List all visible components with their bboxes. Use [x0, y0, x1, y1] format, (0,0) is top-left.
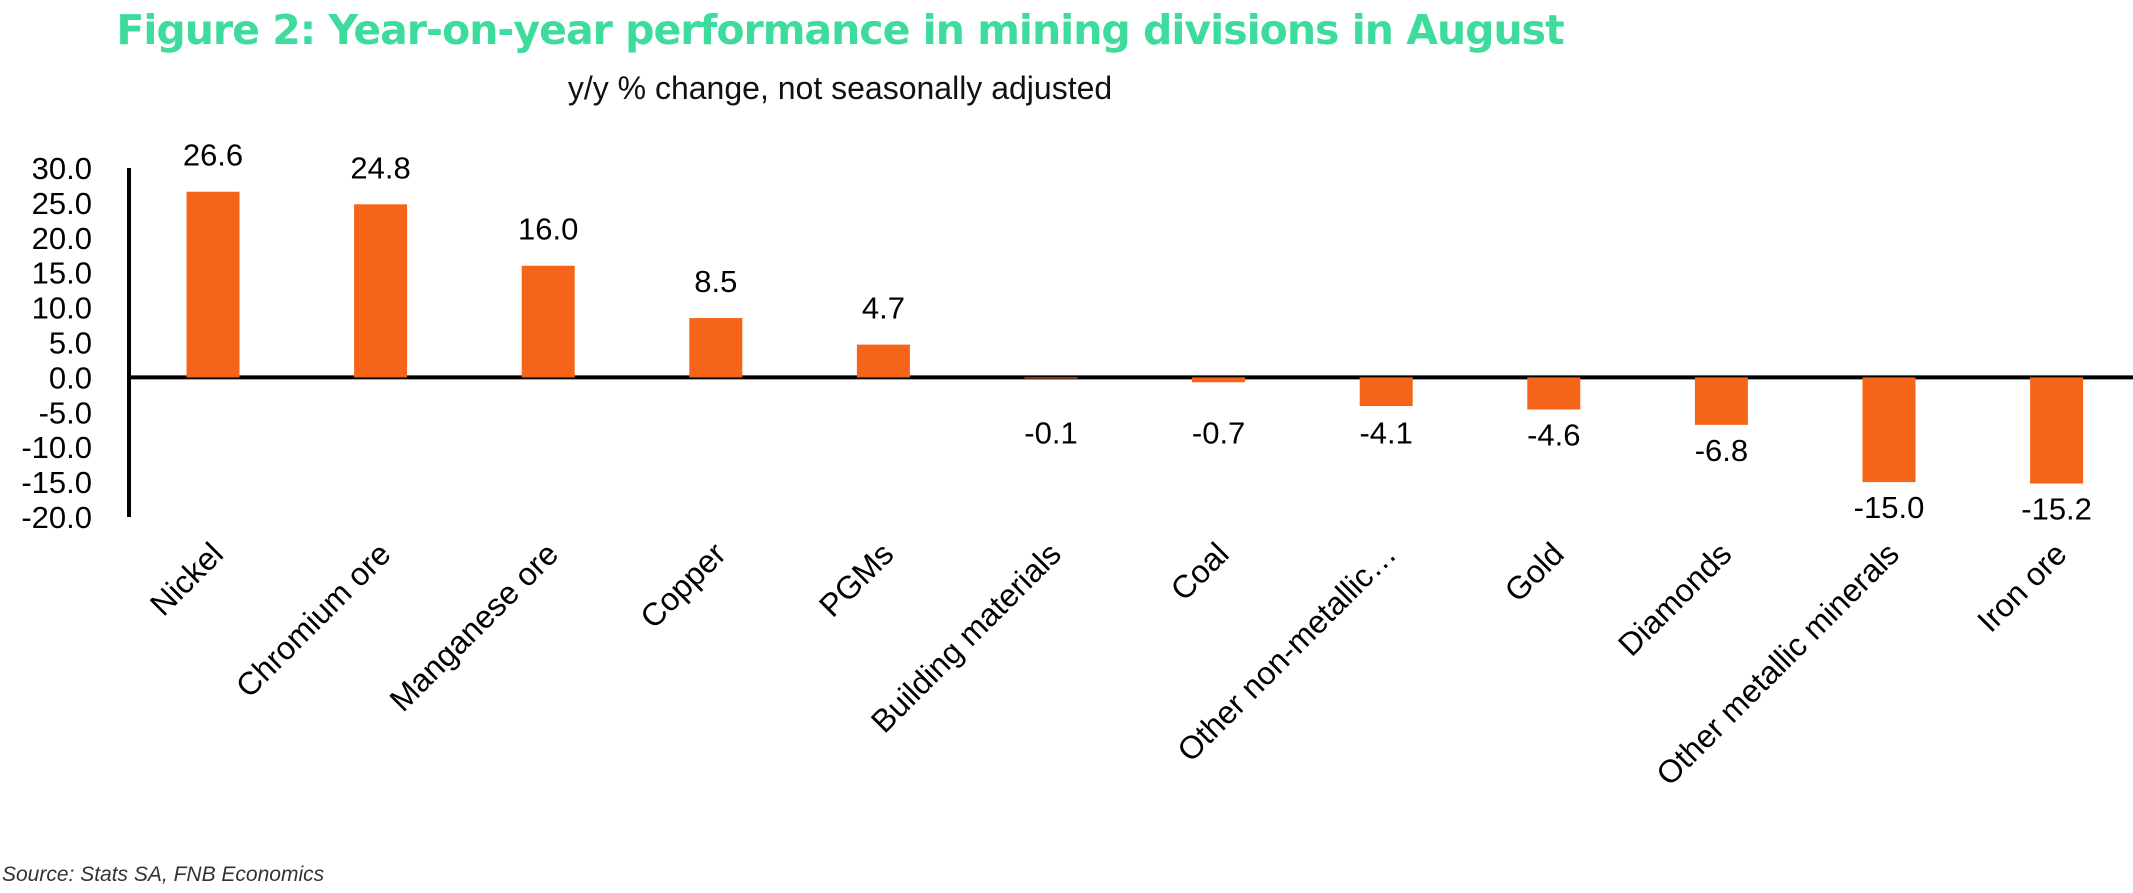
data-label: -4.1 — [1359, 415, 1412, 450]
bar — [1862, 377, 1916, 483]
category-label: Nickel — [143, 535, 230, 622]
category-label: Coal — [1164, 535, 1236, 607]
data-labels: 26.6 24.8 16.0 8.5 4.7 -0.1 -0.7 -4.1 -4.6 -6.8 -1… — [183, 138, 2092, 527]
data-label: 4.7 — [862, 291, 905, 326]
y-tick-label: 30.0 — [32, 151, 92, 186]
data-label: 8.5 — [694, 264, 737, 299]
bar — [689, 318, 743, 378]
data-label: -15.0 — [1854, 490, 1925, 525]
y-tick-label: 10.0 — [32, 291, 92, 326]
y-tick-label: 20.0 — [32, 221, 92, 256]
source-note: Source: Stats SA, FNB Economics — [2, 863, 325, 886]
bars — [186, 191, 2084, 484]
category-label: Chromium ore — [229, 535, 398, 704]
data-label: -0.1 — [1024, 415, 1077, 450]
y-tick-label: -15.0 — [21, 465, 92, 500]
category-label: Gold — [1497, 535, 1570, 608]
y-tick-label: 5.0 — [49, 326, 92, 361]
category-label: PGMs — [812, 535, 900, 623]
chart-title: Figure 2: Year-on-year performance in mi… — [116, 6, 1564, 54]
bar — [1694, 377, 1748, 425]
bar — [186, 191, 240, 378]
y-tick-label: -20.0 — [21, 500, 92, 535]
data-label: -4.6 — [1527, 418, 1580, 453]
bar — [1024, 377, 1078, 379]
bar — [521, 265, 575, 378]
data-label: -0.7 — [1192, 415, 1245, 450]
bar-chart: 30.025.020.015.010.05.00.0-5.0-10.0-15.0… — [21, 138, 2133, 792]
bar — [1527, 377, 1581, 410]
chart-subtitle: y/y % change, not seasonally adjusted — [567, 70, 1113, 106]
y-tick-label: -5.0 — [39, 395, 92, 430]
y-axis: 30.025.020.015.010.05.00.0-5.0-10.0-15.0… — [21, 151, 2133, 535]
y-tick-label: 25.0 — [32, 186, 92, 221]
data-label: -6.8 — [1695, 433, 1748, 468]
category-label: Copper — [633, 535, 733, 635]
bar — [2030, 377, 2084, 484]
bar — [1192, 377, 1246, 383]
data-label: 16.0 — [518, 212, 578, 247]
y-tick-label: 15.0 — [32, 256, 92, 291]
y-tick-label: 0.0 — [49, 360, 92, 395]
data-label: 24.8 — [350, 150, 410, 185]
y-tick-label: -10.0 — [21, 430, 92, 465]
bar — [1359, 377, 1413, 407]
data-label: 26.6 — [183, 138, 243, 173]
category-label: Manganese ore — [382, 535, 565, 718]
bar — [856, 344, 910, 378]
data-label: -15.2 — [2021, 491, 2092, 526]
category-label: Iron ore — [1970, 535, 2073, 638]
bar — [354, 204, 408, 378]
category-label: Diamonds — [1611, 535, 1738, 662]
